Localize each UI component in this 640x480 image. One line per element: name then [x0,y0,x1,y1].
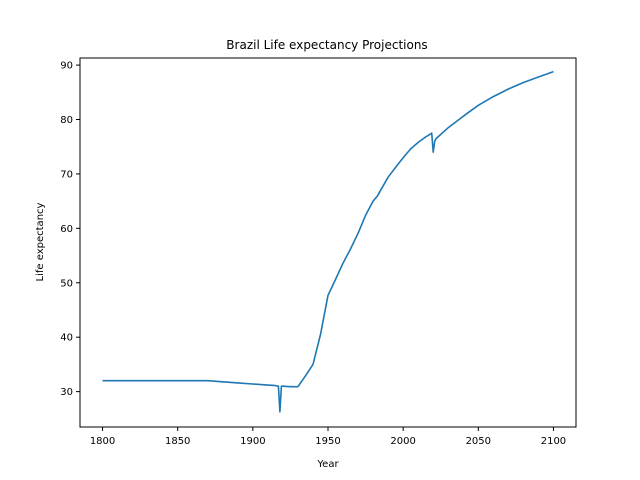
y-tick-label: 40 [60,333,73,344]
x-tick-label: 1850 [165,436,190,447]
y-tick-label: 50 [60,278,73,289]
x-tick-label: 1900 [240,436,265,447]
y-tick-label: 70 [60,169,73,180]
y-tick-label: 90 [60,61,73,72]
y-tick-label: 30 [60,387,73,398]
x-axis-ticks: 1800 1850 1900 1950 2000 2050 2100 [90,427,566,447]
series-line-0 [102,70,554,413]
chart-title: Brazil Life expectancy Projections [226,38,427,52]
plot-area [102,70,554,413]
y-axis-label: Life expectancy [35,202,46,281]
y-tick-label: 60 [60,224,73,235]
y-axis-ticks: 30 40 50 60 70 80 90 [60,61,80,398]
x-tick-label: 2050 [466,436,491,447]
axes-frame [79,57,577,428]
y-tick-label: 80 [60,115,73,126]
x-axis-label: Year [316,459,339,470]
x-tick-label: 1800 [90,436,115,447]
x-tick-label: 2100 [541,436,566,447]
x-tick-label: 2000 [390,436,415,447]
x-tick-label: 1950 [315,436,340,447]
